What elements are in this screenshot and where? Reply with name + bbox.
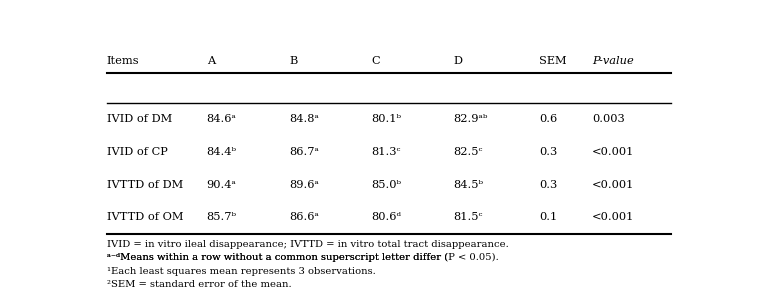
Text: 84.5ᵇ: 84.5ᵇ	[454, 179, 483, 189]
Text: 82.9ᵃᵇ: 82.9ᵃᵇ	[454, 114, 488, 124]
Text: <0.001: <0.001	[592, 179, 635, 189]
Text: 85.7ᵇ: 85.7ᵇ	[206, 212, 237, 222]
Text: 0.3: 0.3	[539, 179, 557, 189]
Text: ᵃ⁻ᵈMeans within a row without a common superscript letter differ (P: ᵃ⁻ᵈMeans within a row without a common s…	[106, 253, 454, 262]
Text: Items: Items	[106, 56, 139, 66]
Text: 80.6ᵈ: 80.6ᵈ	[371, 212, 402, 222]
Text: ᵃ⁻ᵈMeans within a row without a common superscript letter differ (P < 0.05).: ᵃ⁻ᵈMeans within a row without a common s…	[106, 253, 499, 262]
Text: 90.4ᵃ: 90.4ᵃ	[206, 179, 237, 189]
Text: 86.7ᵃ: 86.7ᵃ	[289, 147, 319, 157]
Text: IVID of DM: IVID of DM	[106, 114, 172, 124]
Text: IVID = in vitro ileal disappearance; IVTTD = in vitro total tract disappearance.: IVID = in vitro ileal disappearance; IVT…	[106, 240, 509, 249]
Text: 84.8ᵃ: 84.8ᵃ	[289, 114, 319, 124]
Text: 85.0ᵇ: 85.0ᵇ	[371, 179, 402, 189]
Text: SEM: SEM	[539, 56, 567, 66]
Text: 0.003: 0.003	[592, 114, 625, 124]
Text: 86.6ᵃ: 86.6ᵃ	[289, 212, 319, 222]
Text: IVTTD of OM: IVTTD of OM	[106, 212, 183, 222]
Text: 80.1ᵇ: 80.1ᵇ	[371, 114, 402, 124]
Text: ¹Each least squares mean represents 3 observations.: ¹Each least squares mean represents 3 ob…	[106, 267, 376, 276]
Text: 0.6: 0.6	[539, 114, 557, 124]
Text: D: D	[454, 56, 463, 66]
Text: 81.3ᶜ: 81.3ᶜ	[371, 147, 401, 157]
Text: IVTTD of DM: IVTTD of DM	[106, 179, 183, 189]
Text: ²SEM = standard error of the mean.: ²SEM = standard error of the mean.	[106, 280, 291, 289]
Text: 84.4ᵇ: 84.4ᵇ	[206, 147, 237, 157]
Text: IVID of CP: IVID of CP	[106, 147, 168, 157]
Text: 82.5ᶜ: 82.5ᶜ	[454, 147, 483, 157]
Text: 84.6ᵃ: 84.6ᵃ	[206, 114, 237, 124]
Text: C: C	[371, 56, 380, 66]
Text: <0.001: <0.001	[592, 212, 635, 222]
Text: 0.3: 0.3	[539, 147, 557, 157]
Text: 89.6ᵃ: 89.6ᵃ	[289, 179, 319, 189]
Text: 81.5ᶜ: 81.5ᶜ	[454, 212, 483, 222]
Text: A: A	[206, 56, 215, 66]
Text: P-value: P-value	[592, 56, 634, 66]
Text: B: B	[289, 56, 298, 66]
Text: ᵃ⁻ᵈMeans within a row without a common superscript letter differ (: ᵃ⁻ᵈMeans within a row without a common s…	[106, 253, 448, 262]
Text: 0.1: 0.1	[539, 212, 557, 222]
Text: <0.001: <0.001	[592, 147, 635, 157]
